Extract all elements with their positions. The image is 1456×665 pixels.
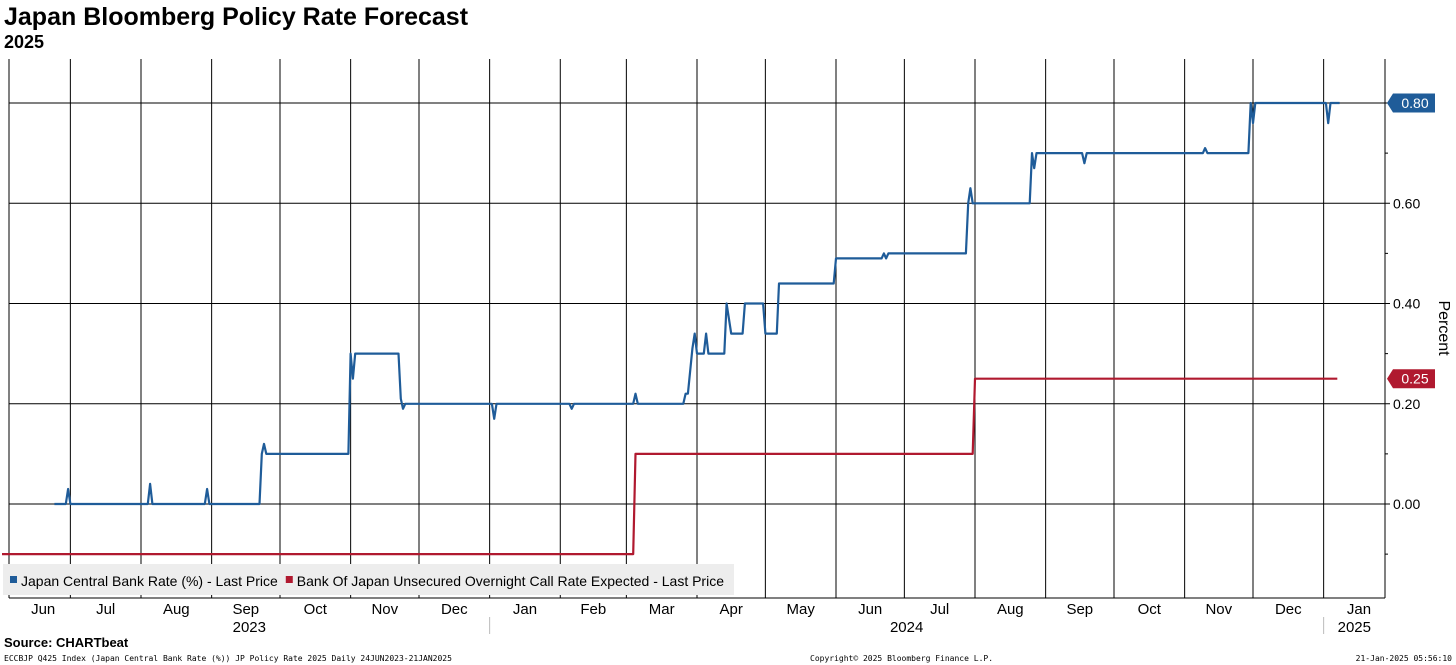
x-tick-label: Nov — [371, 601, 398, 618]
x-tick-label: Jul — [96, 601, 115, 618]
chart-subtitle: 2025 — [4, 32, 45, 52]
line-chart: Japan Central Bank Rate (%) - Last Price… — [2, 59, 1452, 635]
plot-frame — [8, 59, 1386, 599]
x-tick-label: Oct — [1138, 601, 1162, 618]
footer-copyright: Copyright© 2025 Bloomberg Finance L.P. — [810, 654, 994, 663]
y-tick-label: 0.40 — [1393, 296, 1420, 312]
x-tick-label: May — [787, 601, 816, 618]
x-tick-label: Nov — [1205, 601, 1232, 618]
x-tick-label: Jan — [513, 601, 537, 618]
horizontal-gridlines — [9, 102, 1385, 505]
vertical-gridlines — [69, 59, 1325, 598]
last-value-tag-label: 0.80 — [1401, 95, 1428, 111]
legend-swatch — [10, 576, 17, 583]
legend-swatch — [285, 576, 293, 583]
year-label: 2024 — [890, 619, 923, 635]
last-value-tags: 0.80 0.25 — [1387, 93, 1435, 389]
legend-label: Japan Central Bank Rate (%) - Last Price — [21, 573, 278, 589]
x-tick-label: Aug — [163, 601, 190, 618]
legend-label: Bank Of Japan Unsecured Overnight Call R… — [297, 573, 724, 589]
x-tick-label: Sep — [1066, 601, 1093, 618]
x-axis: Jun Jul Aug Sep Oct Nov Dec Jan Feb Mar Apr May Jun J… — [31, 601, 1371, 635]
y-axis-title: Percent — [1435, 300, 1452, 356]
series-lines — [2, 101, 1340, 556]
y-tick-label: 0.60 — [1393, 195, 1420, 211]
year-label: 2023 — [233, 619, 266, 635]
legend-background — [3, 564, 734, 595]
year-label: 2025 — [1338, 619, 1371, 635]
x-tick-label: Aug — [997, 601, 1024, 618]
x-tick-label: Dec — [1275, 601, 1302, 618]
x-tick-label: Mar — [649, 601, 675, 618]
x-tick-label: Jan — [1347, 601, 1371, 618]
y-tick-label: 0.20 — [1393, 396, 1420, 412]
x-tick-label: Sep — [232, 601, 259, 618]
x-tick-label: Apr — [720, 601, 743, 618]
chart-title: Japan Bloomberg Policy Rate Forecast — [4, 3, 469, 31]
y-tick-label: 0.00 — [1393, 496, 1420, 512]
source-note: Source: CHARTbeat — [4, 635, 129, 650]
last-value-tag-bg — [1387, 369, 1435, 389]
x-tick-label: Dec — [441, 601, 468, 618]
x-tick-label: Jun — [858, 601, 882, 618]
last-value-tag-label: 0.25 — [1401, 371, 1428, 387]
x-tick-label: Feb — [580, 601, 606, 618]
legend: Japan Central Bank Rate (%) - Last Price… — [3, 564, 734, 595]
series-line-2 — [2, 377, 1338, 556]
x-tick-label: Jun — [31, 601, 55, 618]
footer-index-info: ECCBJP Q425 Index (Japan Central Bank Ra… — [4, 654, 452, 663]
x-tick-label: Jul — [930, 601, 949, 618]
series-line-1 — [54, 101, 1340, 506]
x-tick-label: Oct — [304, 601, 328, 618]
footer-timestamp: 21-Jan-2025 05:56:10 — [1355, 654, 1452, 663]
last-value-tag-bg — [1387, 93, 1435, 113]
y-axis: 0.00 0.20 0.40 0.60 0.80 Percent — [1385, 95, 1452, 555]
